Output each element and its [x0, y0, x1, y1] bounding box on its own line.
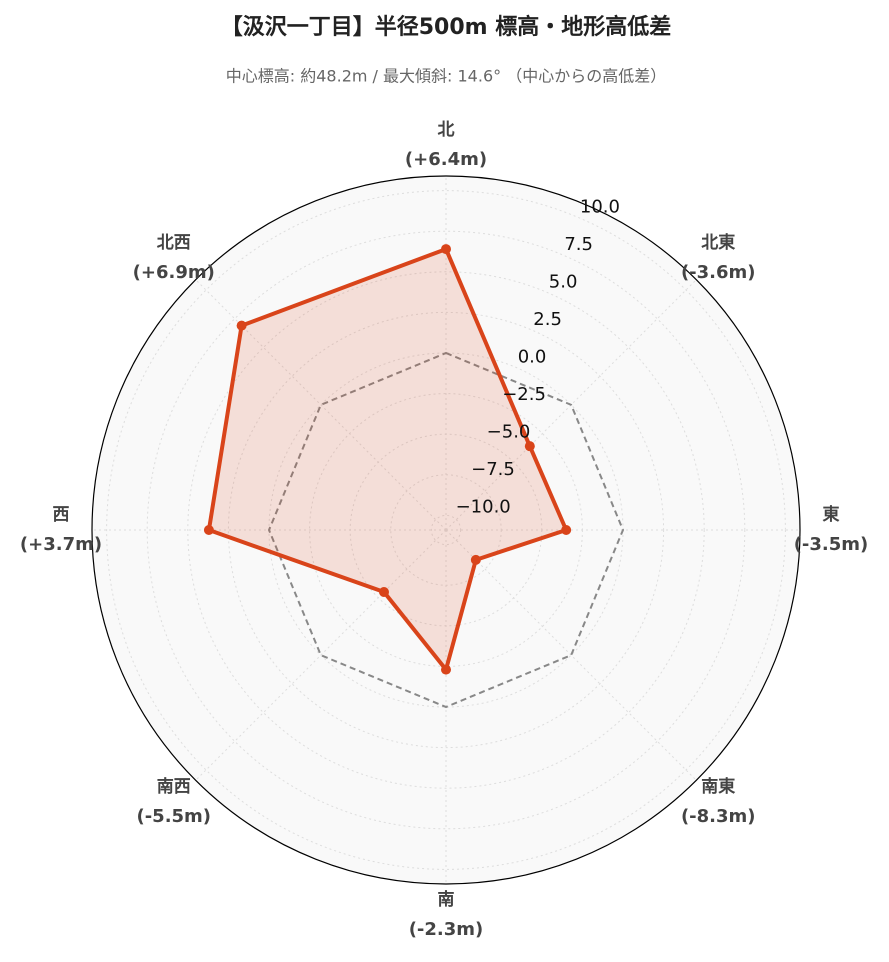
- data-point: [378, 587, 389, 598]
- r-tick-label: 5.0: [549, 271, 578, 292]
- data-point: [441, 244, 451, 255]
- r-tick-label: −5.0: [487, 421, 531, 442]
- data-point: [236, 320, 247, 331]
- grid-circle: [106, 190, 786, 870]
- r-tick-label: 2.5: [533, 309, 562, 330]
- value-label: (-5.5m): [136, 806, 211, 827]
- chart-subtitle: 中心標高: 約48.2m / 最大傾斜: 14.6° （中心からの高低差）: [226, 67, 666, 86]
- r-tick-label: 0.0: [518, 346, 547, 367]
- reference-ring: [267, 351, 625, 709]
- value-label: (+6.9m): [133, 262, 215, 283]
- data-point: [561, 525, 572, 535]
- r-tick-label: 10.0: [580, 196, 620, 217]
- category-label: 南: [438, 889, 455, 910]
- value-label: (-2.3m): [409, 919, 484, 940]
- spoke: [195, 529, 447, 781]
- category-label: 東: [823, 504, 840, 525]
- value-label: (+3.7m): [20, 534, 102, 555]
- category-label: 北東: [701, 232, 735, 253]
- data-point: [524, 441, 535, 452]
- value-label: (-8.3m): [681, 806, 756, 827]
- grid-circle: [227, 311, 665, 749]
- r-tick-label: −2.5: [502, 384, 546, 405]
- value-label: (+6.4m): [405, 149, 487, 170]
- data-point: [203, 525, 214, 535]
- outer-ring: [91, 175, 801, 885]
- data-point: [441, 664, 451, 675]
- chart-title: 【汲沢一丁目】半径500m 標高・地形高低差: [221, 14, 672, 40]
- r-tick-label: −10.0: [456, 496, 511, 517]
- category-label: 南東: [701, 776, 735, 797]
- grid-circle: [187, 271, 705, 789]
- category-label: 西: [53, 505, 70, 525]
- r-tick-label: 7.5: [564, 234, 593, 255]
- grid-circle: [430, 514, 462, 546]
- category-label: 南西: [157, 776, 191, 797]
- spoke: [445, 529, 697, 781]
- category-label: 北西: [157, 233, 191, 253]
- category-label: 北: [438, 120, 455, 140]
- data-point: [470, 554, 481, 565]
- r-tick-label: −7.5: [471, 459, 515, 480]
- spoke: [195, 279, 447, 531]
- value-label: (-3.5m): [794, 534, 869, 555]
- value-label: (-3.6m): [681, 262, 756, 283]
- grid-circle: [146, 230, 746, 830]
